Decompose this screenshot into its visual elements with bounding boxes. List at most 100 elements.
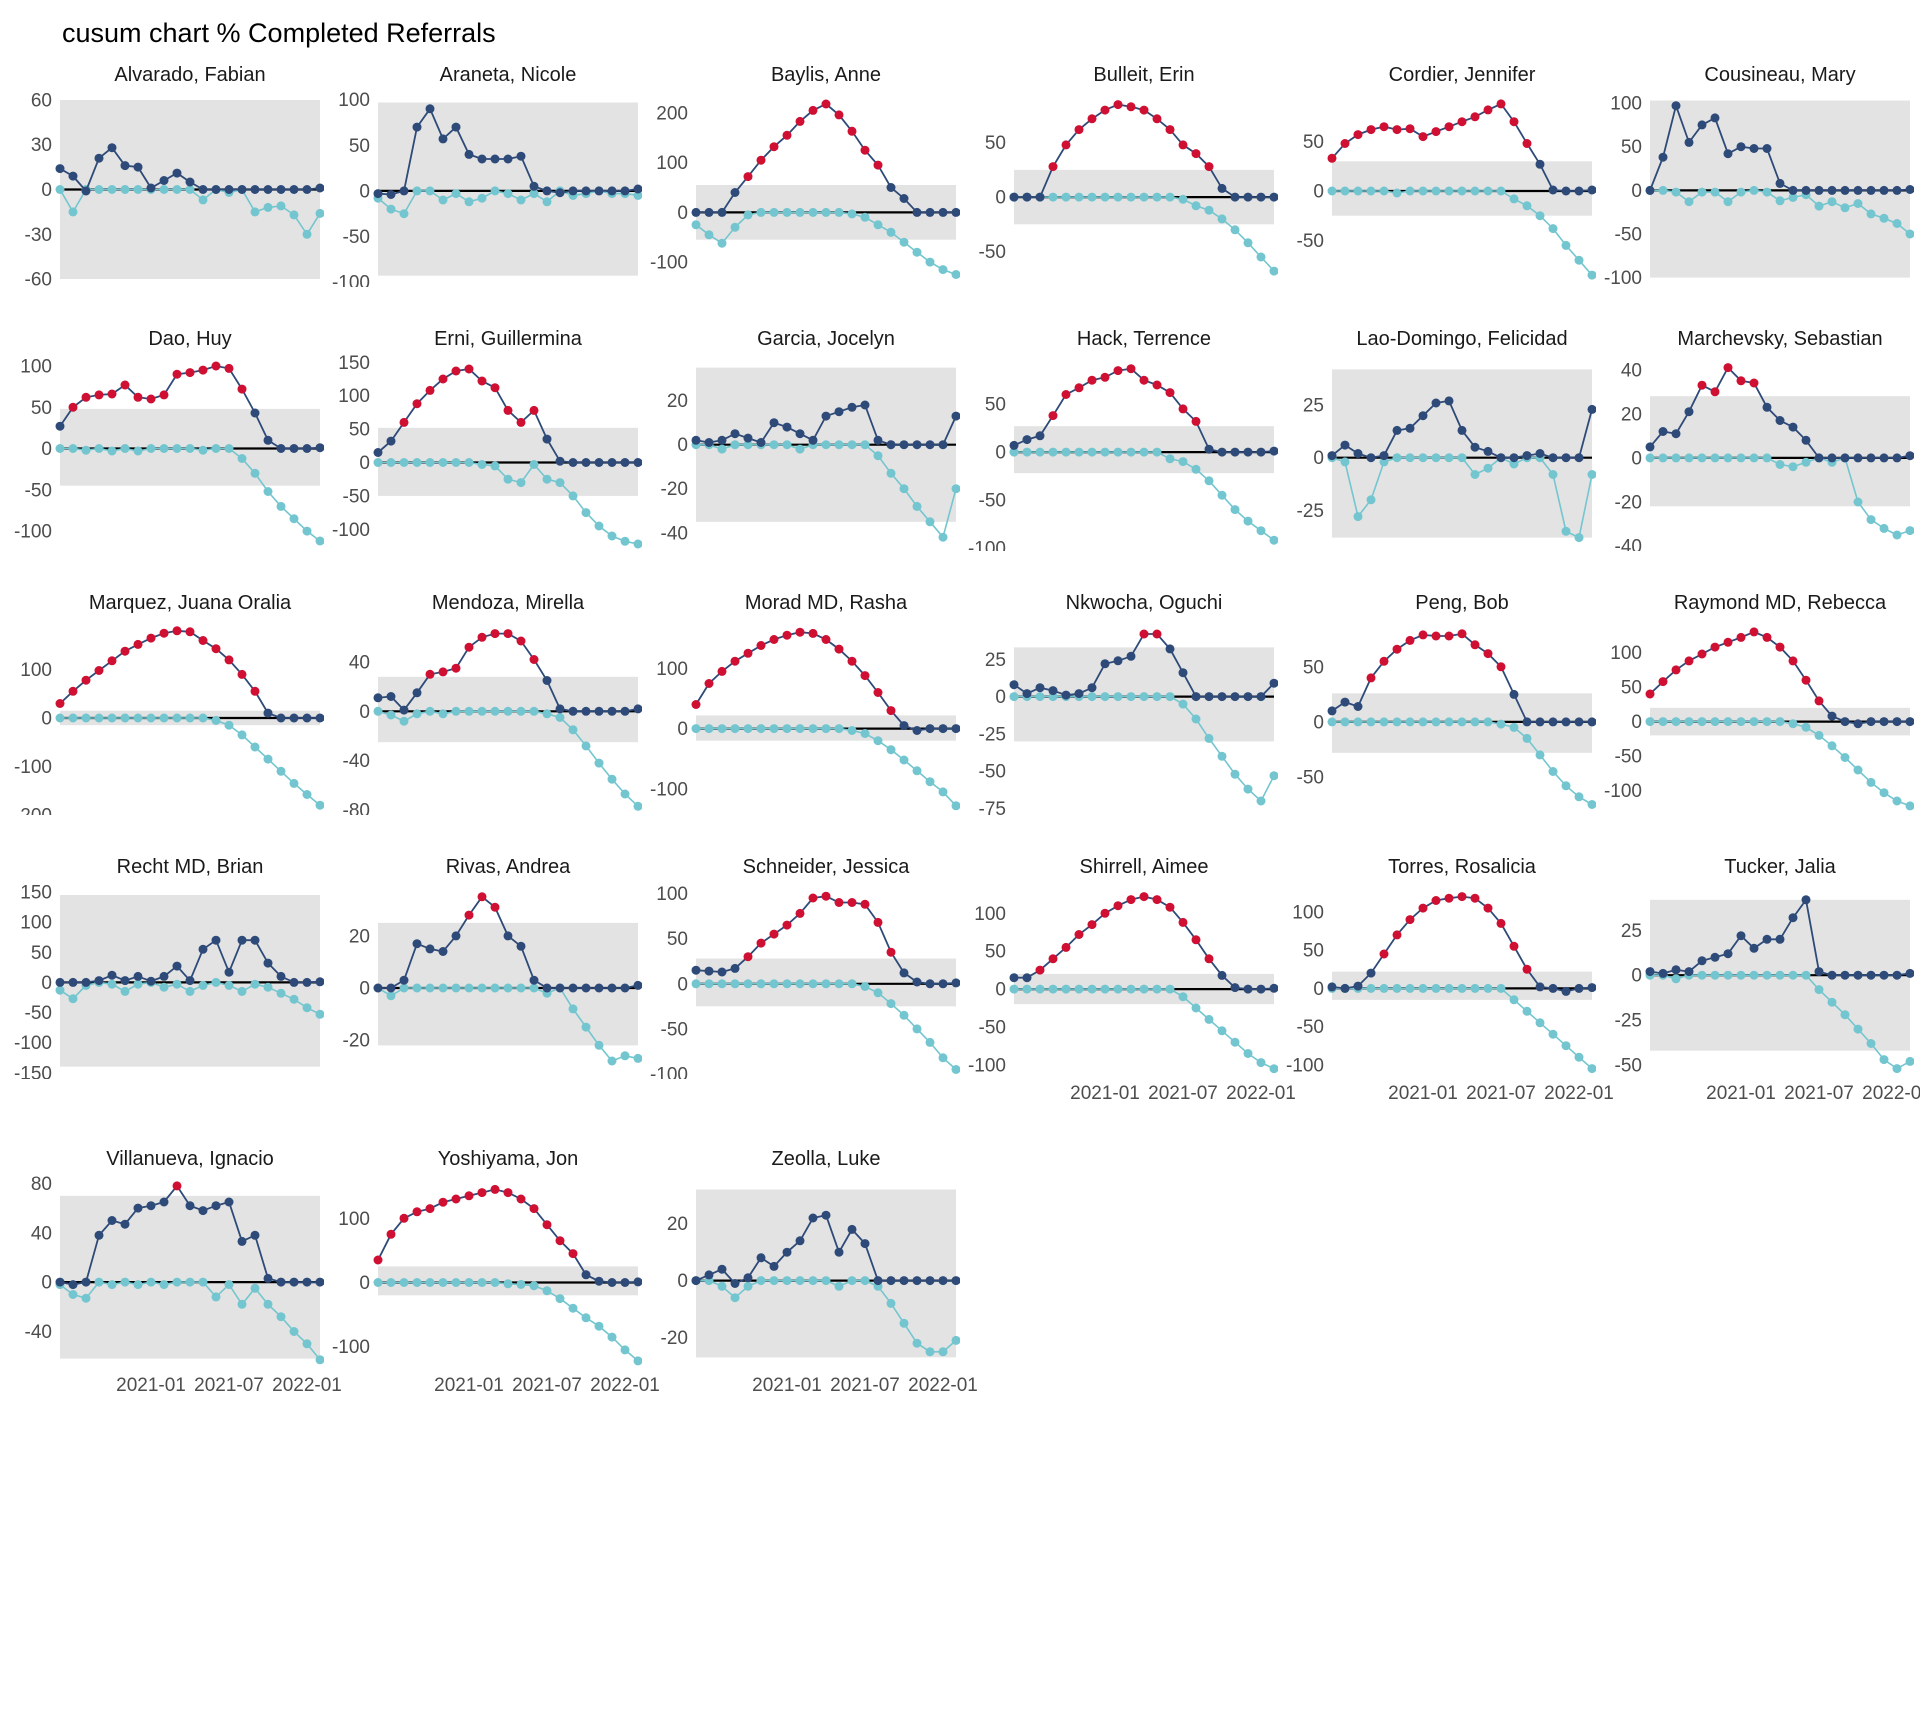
facet-title: Yoshiyama, Jon	[437, 1148, 579, 1170]
facet-panel: Alvarado, Fabian 60 30 0 -30 -60	[10, 63, 328, 287]
y-tick-label: -100	[1604, 268, 1642, 287]
x-tick-label: 2021-07	[512, 1375, 582, 1396]
x-tick-label: 2021-01	[752, 1375, 822, 1396]
cusum-lower-points	[1327, 717, 1596, 809]
facet-panel: Garcia, Jocelyn 20 0 -20 -40	[646, 327, 964, 551]
y-tick-label: 100	[20, 660, 52, 681]
x-tick-label: 2021-01	[1706, 1083, 1776, 1104]
cusum-upper-points	[691, 99, 960, 217]
cusum-lower-points	[691, 207, 960, 279]
y-tick-label: 80	[31, 1175, 52, 1195]
cusum-plot: 50 0 -50	[1297, 99, 1596, 280]
cusum-lower-points	[55, 1277, 324, 1365]
y-tick-label: 50	[349, 420, 370, 441]
y-tick-label: -20	[661, 479, 688, 500]
y-tick-label: 0	[359, 1273, 370, 1294]
cusum-plot: 25 0 -25 -50 -75	[979, 629, 1278, 815]
cusum-lower-points	[1645, 185, 1914, 239]
y-tick-label: 0	[677, 719, 688, 740]
facet-panel: Torres, Rosalicia 100 50 0 -50 -100 2021-01 202…	[1282, 855, 1614, 1107]
x-axis-labels: 2021-01 2021-07 2022-01	[696, 1371, 978, 1399]
y-tick-label: -100	[968, 538, 1006, 551]
y-tick-label: -100	[650, 779, 688, 800]
y-tick-label: 40	[349, 653, 370, 674]
y-tick-label: 30	[31, 135, 52, 156]
cusum-upper-points	[1009, 364, 1278, 457]
facet-title: Raymond MD, Rebecca	[1673, 592, 1887, 614]
y-tick-label: -50	[343, 486, 370, 507]
cusum-plot: 40 0 -40 -80	[343, 629, 642, 816]
y-tick-label: -150	[14, 1063, 52, 1079]
y-tick-label: 0	[41, 709, 52, 730]
y-tick-label: 0	[1631, 181, 1642, 202]
y-tick-label: 100	[20, 913, 52, 934]
y-tick-label: -25	[979, 724, 1006, 745]
y-tick-label: -25	[1615, 1011, 1642, 1032]
facet-panel: Cordier, Jennifer 50 0 -50	[1282, 63, 1600, 287]
facet-title: Erni, Guillermina	[434, 328, 582, 350]
y-tick-label: -50	[979, 762, 1006, 783]
y-tick-label: 100	[20, 357, 52, 378]
x-tick-label: 2022-01	[272, 1375, 342, 1396]
x-tick-label: 2022-01	[1544, 1083, 1614, 1104]
facet-title: Marchevsky, Sebastian	[1677, 328, 1883, 350]
cusum-upper-points	[1645, 363, 1914, 463]
cusum-upper-points	[55, 143, 324, 196]
y-tick-label: 60	[31, 91, 52, 112]
cusum-plot: 50 0 -50	[1297, 629, 1596, 809]
facet-title: Rivas, Andrea	[445, 856, 571, 878]
cusum-lower-points	[1327, 186, 1596, 280]
cusum-upper-points	[1009, 629, 1278, 702]
facet-title: Tucker, Jalia	[1724, 856, 1836, 878]
cusum-plot: 50 0 -50 -100	[968, 364, 1278, 551]
y-tick-label: -50	[1297, 231, 1324, 252]
cusum-lower-points	[1645, 970, 1914, 1074]
facet-panel: Erni, Guillermina 150 100 50 0 -50 -100	[328, 327, 646, 551]
cusum-upper-points	[691, 1210, 960, 1288]
y-tick-label: 0	[1631, 966, 1642, 987]
cusum-upper-points	[1327, 396, 1596, 463]
facet-title: Dao, Huy	[148, 328, 232, 350]
cusum-plot: 200 100 0 -100	[650, 99, 960, 279]
cusum-lower-points	[55, 185, 324, 239]
y-tick-label: -50	[1615, 1056, 1642, 1077]
cusum-upper-points	[373, 364, 642, 467]
y-tick-label: 50	[985, 133, 1006, 154]
facet-panel: Araneta, Nicole 100 50 0 -50 -100	[328, 63, 646, 287]
y-tick-label: 50	[1621, 678, 1642, 699]
y-tick-label: 0	[677, 435, 688, 456]
cusum-upper-points	[55, 361, 324, 453]
y-tick-label: 0	[677, 1271, 688, 1292]
y-tick-label: -80	[343, 801, 370, 816]
cusum-lower-points	[691, 979, 960, 1074]
x-axis-labels: 2021-01 2021-07 2022-01	[378, 1371, 660, 1399]
y-tick-label: -50	[25, 1003, 52, 1024]
y-tick-label: 20	[667, 1214, 688, 1235]
cusum-lower-points	[373, 706, 642, 811]
y-tick-label: -30	[25, 225, 52, 246]
y-tick-label: 0	[995, 188, 1006, 209]
cusum-upper-points	[691, 400, 960, 450]
y-tick-label: -100	[1604, 781, 1642, 802]
y-tick-label: 25	[985, 650, 1006, 671]
y-tick-label: -20	[343, 1031, 370, 1052]
facet-panel: Dao, Huy 100 50 0 -50 -100	[10, 327, 328, 551]
x-tick-label: 2021-01	[1388, 1083, 1458, 1104]
y-tick-label: 0	[41, 439, 52, 460]
facet-panel: Bulleit, Erin 50 0 -50	[964, 63, 1282, 287]
y-tick-label: 100	[1610, 94, 1642, 115]
facet-panel: Marchevsky, Sebastian 40 20 0 -20 -40	[1600, 327, 1918, 551]
cusum-upper-points	[1327, 99, 1596, 196]
cusum-plot: 100 50 0 -50 -100	[1604, 94, 1914, 287]
control-limit-band	[1650, 396, 1910, 507]
y-tick-label: 0	[1313, 448, 1324, 469]
y-tick-label: -100	[1286, 1055, 1324, 1076]
facet-title: Nkwocha, Oguchi	[1065, 592, 1223, 614]
facet-title: Garcia, Jocelyn	[757, 328, 895, 350]
y-tick-label: 20	[667, 391, 688, 412]
y-tick-label: -100	[650, 1065, 688, 1080]
cusum-upper-points	[55, 626, 324, 723]
cusum-upper-points	[373, 1184, 642, 1287]
y-tick-label: 0	[677, 203, 688, 224]
y-tick-label: 100	[974, 904, 1006, 925]
